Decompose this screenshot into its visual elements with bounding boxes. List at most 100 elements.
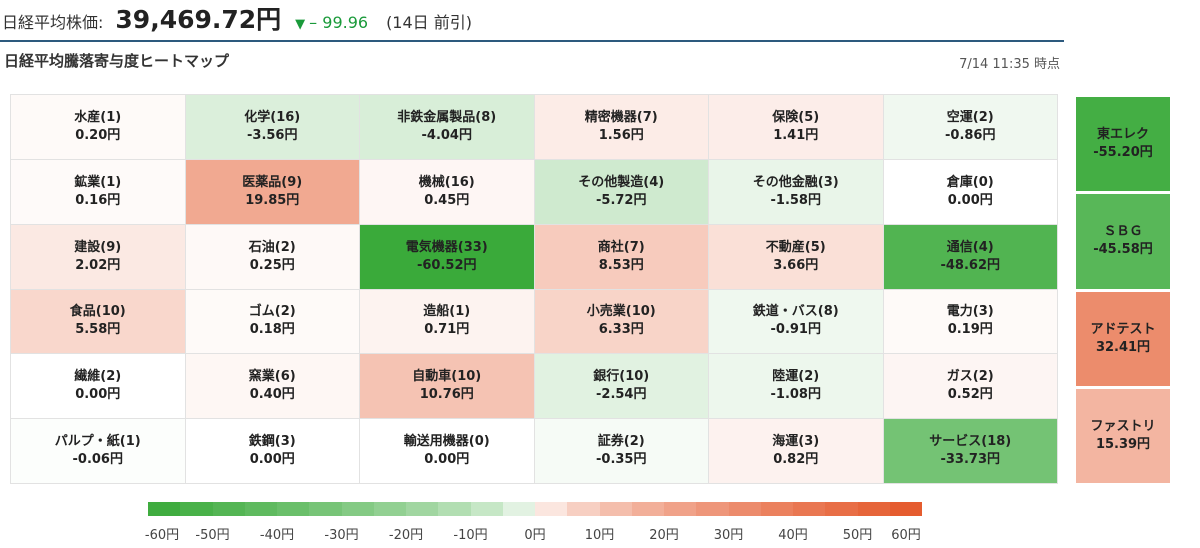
scale-label: 40円 <box>778 528 808 543</box>
sector-contribution: -0.86円 <box>945 127 996 143</box>
scale-segment <box>631 502 664 516</box>
sector-contribution: 3.66円 <box>773 257 819 273</box>
sector-name: 不動産(5) <box>765 239 826 255</box>
sector-name: 電気機器(33) <box>405 239 488 255</box>
heatmap-cell[interactable]: 不動産(5) 3.66円 <box>709 224 884 290</box>
sector-contribution: -1.08円 <box>770 387 821 403</box>
heatmap-cell[interactable]: 造船(1) 0.71円 <box>360 289 535 355</box>
sector-contribution: 2.02円 <box>75 257 121 273</box>
heatmap-cell[interactable]: 銀行(10) -2.54円 <box>534 354 709 420</box>
sector-name: 建設(9) <box>74 239 122 255</box>
sector-contribution: 0.25円 <box>249 257 295 273</box>
sector-name: 銀行(10) <box>593 369 650 385</box>
heatmap-cell[interactable]: 電力(3) 0.19円 <box>883 289 1058 355</box>
sector-contribution: 1.41円 <box>773 127 819 143</box>
scale-segment <box>760 502 793 516</box>
scale-label: 60円 <box>891 528 921 543</box>
sector-contribution: -48.62円 <box>940 257 1001 273</box>
stock-contribution: 32.41円 <box>1095 339 1151 355</box>
scale-label: -20円 <box>388 528 424 543</box>
scale-segment <box>857 502 890 516</box>
top-contributors-column: 東エレク -55.20円 ＳＢＧ -45.58円アドテスト 32.41円ファストリ 15.… <box>1076 97 1170 483</box>
top-contributor-cell[interactable]: アドテスト 32.41円 <box>1076 291 1170 386</box>
heatmap-cell[interactable]: 輸送用機器(0) 0.00円 <box>360 419 535 484</box>
top-contributor-cell[interactable]: ファストリ 15.39円 <box>1076 388 1170 483</box>
sector-contribution: 0.52円 <box>947 387 993 403</box>
heatmap-cell[interactable]: 建設(9) 2.02円 <box>11 224 186 290</box>
heatmap-cell[interactable]: ゴム(2) 0.18円 <box>185 289 360 355</box>
heatmap-cell[interactable]: 窯業(6) 0.40円 <box>185 354 360 420</box>
sector-contribution: 19.85円 <box>245 192 300 208</box>
scale-label: 50円 <box>842 528 873 543</box>
scale-label: -30円 <box>324 528 359 543</box>
heatmap-cell[interactable]: 鉄道・バス(8) -0.91円 <box>709 289 884 355</box>
heatmap-cell[interactable]: 非鉄金属製品(8) -4.04円 <box>360 95 535 160</box>
heatmap-cell[interactable]: パルプ・紙(1) -0.06円 <box>11 419 186 484</box>
sector-contribution: 0.00円 <box>947 192 993 208</box>
stock-contribution: -55.20円 <box>1093 145 1153 161</box>
heatmap-cell[interactable]: ガス(2) 0.52円 <box>883 354 1058 420</box>
heatmap-cell[interactable]: その他製造(4) -5.72円 <box>534 159 709 225</box>
sector-name: サービス(18) <box>929 434 1012 450</box>
top-contributor-cell[interactable]: ＳＢＧ -45.58円 <box>1076 194 1170 289</box>
sector-name: 自動車(10) <box>412 369 482 385</box>
scale-label: -10円 <box>453 528 488 543</box>
heatmap-cell[interactable]: 倉庫(0) 0.00円 <box>883 159 1058 225</box>
sector-name: 空運(2) <box>946 109 994 125</box>
heatmap-cell[interactable]: 化学(16) -3.56円 <box>185 95 360 160</box>
sector-name: その他金融(3) <box>752 174 839 190</box>
heatmap-cell[interactable]: 海運(3) 0.82円 <box>709 419 884 484</box>
scale-segment <box>341 502 374 516</box>
heatmap-cell[interactable]: 医薬品(9) 19.85円 <box>185 159 360 225</box>
sector-name: 化学(16) <box>244 109 301 125</box>
scale-segment <box>244 502 277 516</box>
sector-name: 窯業(6) <box>248 369 296 385</box>
sector-contribution: -33.73円 <box>940 452 1001 468</box>
heatmap-cell[interactable]: 陸運(2) -1.08円 <box>709 354 884 420</box>
heatmap-cell[interactable]: サービス(18) -33.73円 <box>883 419 1058 484</box>
heatmap-cell[interactable]: その他金融(3) -1.58円 <box>709 159 884 225</box>
heatmap-cell[interactable]: 水産(1) 0.20円 <box>11 95 186 160</box>
top-contributor-cell[interactable]: 東エレク -55.20円 <box>1076 97 1170 192</box>
sector-contribution: -60.52円 <box>416 257 477 273</box>
scale-segment <box>825 502 858 516</box>
color-scale-labels: -60円 -50円 -40円 -30円 -20円 -10円 0円 10円 20円 30円 40円 50… <box>145 524 922 544</box>
sector-name: 商社(7) <box>597 239 645 255</box>
heatmap-cell[interactable]: 小売業(10) 6.33円 <box>534 289 709 355</box>
scale-label: -50円 <box>195 528 230 543</box>
price-change-value: – 99.96 <box>309 13 369 32</box>
scale-segment <box>212 502 245 516</box>
heatmap-cell[interactable]: 自動車(10) 10.76円 <box>360 354 535 420</box>
heatmap-cell[interactable]: 通信(4) -48.62円 <box>883 224 1058 290</box>
heatmap-cell[interactable]: 保険(5) 1.41円 <box>709 95 884 160</box>
heatmap-cell[interactable]: 石油(2) 0.25円 <box>185 224 360 290</box>
scale-segment <box>406 502 439 516</box>
heatmap-cell[interactable]: 証券(2) -0.35円 <box>534 419 709 484</box>
sector-name: 輸送用機器(0) <box>403 434 490 450</box>
heatmap-cell[interactable]: 食品(10) 5.58円 <box>11 289 186 355</box>
heatmap-cell[interactable]: 鉄鋼(3) 0.00円 <box>185 419 360 484</box>
sector-contribution: 0.00円 <box>424 452 470 468</box>
sector-contribution: 6.33円 <box>598 322 644 338</box>
sector-contribution: 8.53円 <box>598 257 644 273</box>
heatmap-cell[interactable]: 鉱業(1) 0.16円 <box>11 159 186 225</box>
scale-segment <box>599 502 632 516</box>
sector-name: 小売業(10) <box>586 304 656 320</box>
scale-segment <box>373 502 406 516</box>
price-date-note: (14日 前引) <box>386 13 472 32</box>
heatmap-cell[interactable]: 商社(7) 8.53円 <box>534 224 709 290</box>
heatmap-cell[interactable]: 繊維(2) 0.00円 <box>11 354 186 420</box>
sector-name: 機械(16) <box>418 174 475 190</box>
sector-contribution: 1.56円 <box>598 127 644 143</box>
heatmap-cell[interactable]: 機械(16) 0.45円 <box>360 159 535 225</box>
scale-label: 10円 <box>584 528 615 543</box>
price-value: 39,469.72円 <box>115 5 282 34</box>
sector-name: 石油(2) <box>248 239 296 255</box>
heatmap-cell[interactable]: 精密機器(7) 1.56円 <box>534 95 709 160</box>
heatmap-cell[interactable]: 電気機器(33) -60.52円 <box>360 224 535 290</box>
sector-contribution: 10.76円 <box>419 387 474 403</box>
heatmap-cell[interactable]: 空運(2) -0.86円 <box>883 95 1058 160</box>
stock-name: アドテスト <box>1090 321 1156 337</box>
heatmap-title: 日経平均騰落寄与度ヒートマップ <box>4 52 230 70</box>
sector-name: 水産(1) <box>74 109 122 125</box>
